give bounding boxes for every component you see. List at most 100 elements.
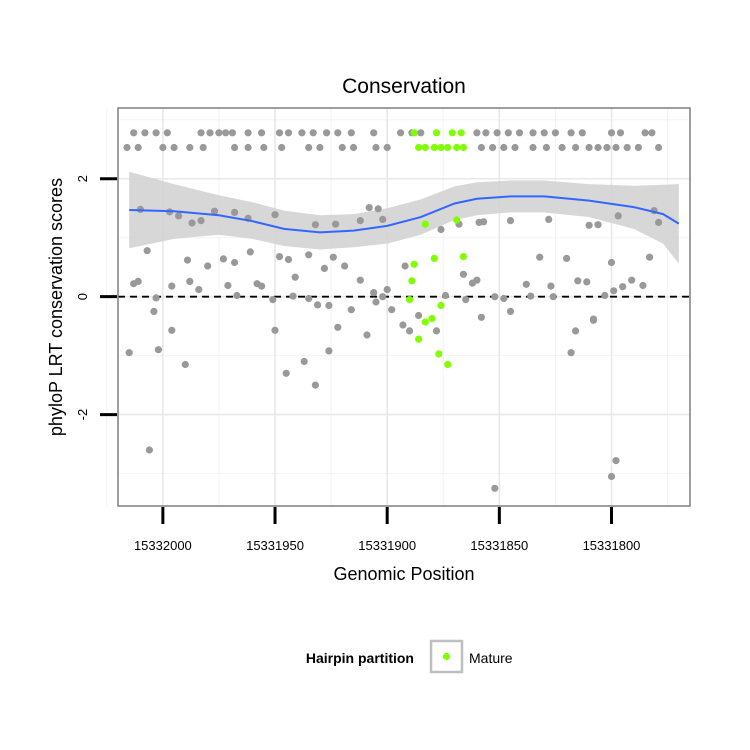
smooth-trend-line xyxy=(129,195,680,234)
point-other-149 xyxy=(549,293,557,301)
point-other-47 xyxy=(316,143,324,152)
point-other-49 xyxy=(349,143,358,152)
point-other-65 xyxy=(634,143,643,152)
point-other-109 xyxy=(401,262,409,270)
panel-border xyxy=(117,107,691,507)
legend-key-mature-dot xyxy=(442,652,451,661)
point-other-157 xyxy=(415,311,423,320)
point-other-168 xyxy=(334,323,342,331)
point-other-3 xyxy=(163,129,171,137)
y-axis-label: phyloP LRT conservation scores xyxy=(46,178,66,436)
point-other-13 xyxy=(298,129,306,137)
point-other-153 xyxy=(152,294,160,302)
point-other-101 xyxy=(291,273,299,281)
point-other-32 xyxy=(607,129,616,137)
point-other-42 xyxy=(231,143,239,152)
point-other-56 xyxy=(529,143,537,152)
point-mature-6 xyxy=(430,143,438,152)
point-other-170 xyxy=(567,349,575,357)
point-mature-10 xyxy=(459,143,467,152)
point-other-159 xyxy=(125,349,133,357)
point-other-12 xyxy=(284,129,293,137)
point-other-18 xyxy=(370,129,378,137)
point-other-21 xyxy=(417,129,425,137)
point-other-126 xyxy=(130,280,138,288)
point-other-59 xyxy=(572,143,580,152)
point-other-62 xyxy=(603,143,611,152)
point-other-146 xyxy=(500,294,508,303)
point-other-117 xyxy=(563,254,571,262)
point-other-64 xyxy=(623,143,631,152)
point-other-15 xyxy=(323,129,331,137)
point-other-114 xyxy=(522,280,530,288)
point-mature-20 xyxy=(421,318,429,326)
point-other-169 xyxy=(363,331,371,339)
x-tick-label-3: 15331850 xyxy=(470,538,528,553)
point-other-16 xyxy=(334,129,342,137)
gridlines xyxy=(106,108,690,506)
point-other-128 xyxy=(246,248,254,256)
point-other-95 xyxy=(219,255,227,263)
point-other-2 xyxy=(152,129,160,137)
point-other-118 xyxy=(574,277,582,285)
point-other-34 xyxy=(641,129,649,137)
point-other-22 xyxy=(473,129,481,137)
point-mature-18 xyxy=(437,301,445,310)
point-other-83 xyxy=(545,215,553,223)
point-other-132 xyxy=(224,281,232,290)
point-other-135 xyxy=(314,301,322,309)
legend-title: Hairpin partition xyxy=(306,650,414,666)
point-other-140 xyxy=(388,306,396,314)
plot-panel xyxy=(106,107,691,507)
point-other-148 xyxy=(527,292,535,300)
point-other-30 xyxy=(567,129,575,137)
point-mature-16 xyxy=(410,260,418,268)
point-other-173 xyxy=(145,446,153,454)
legend-key-box xyxy=(429,639,464,674)
point-other-60 xyxy=(585,143,593,152)
point-other-124 xyxy=(619,283,627,291)
point-other-31 xyxy=(578,129,586,137)
point-other-54 xyxy=(500,143,508,152)
point-other-37 xyxy=(134,143,142,152)
point-mature-11 xyxy=(421,220,429,228)
point-other-24 xyxy=(493,129,501,137)
point-other-19 xyxy=(397,129,405,137)
point-other-46 xyxy=(305,143,313,152)
point-other-127 xyxy=(183,256,192,264)
point-other-51 xyxy=(383,143,391,152)
point-other-151 xyxy=(601,291,609,300)
point-other-66 xyxy=(655,143,663,152)
point-other-105 xyxy=(341,262,349,270)
point-other-33 xyxy=(616,129,625,137)
point-other-78 xyxy=(437,225,445,234)
point-other-154 xyxy=(150,307,158,315)
point-other-161 xyxy=(168,326,176,334)
point-other-113 xyxy=(491,293,499,301)
point-mature-0 xyxy=(410,129,418,137)
point-other-104 xyxy=(329,253,337,261)
y-axis: -2 0 2 xyxy=(75,175,117,420)
point-mature-9 xyxy=(453,143,461,152)
point-other-50 xyxy=(372,143,380,152)
y-tick-label-1: 0 xyxy=(75,293,90,300)
point-other-100 xyxy=(284,255,293,264)
point-other-165 xyxy=(300,357,308,366)
point-other-5 xyxy=(206,129,214,137)
point-other-73 xyxy=(332,220,340,228)
point-other-58 xyxy=(558,143,566,152)
y-tick-label-0: -2 xyxy=(75,409,90,421)
x-tick-label-0: 15332000 xyxy=(134,538,192,553)
point-mature-17 xyxy=(406,296,414,304)
point-other-98 xyxy=(258,282,266,290)
point-other-133 xyxy=(233,291,241,300)
x-axis-label: Genomic Position xyxy=(333,564,474,584)
point-mature-8 xyxy=(444,143,452,152)
x-tick-label-1: 15331950 xyxy=(246,538,304,553)
point-other-77 xyxy=(379,215,387,223)
point-mature-22 xyxy=(435,350,443,358)
point-other-86 xyxy=(614,212,622,220)
point-other-55 xyxy=(511,143,519,152)
point-mature-15 xyxy=(408,277,416,285)
